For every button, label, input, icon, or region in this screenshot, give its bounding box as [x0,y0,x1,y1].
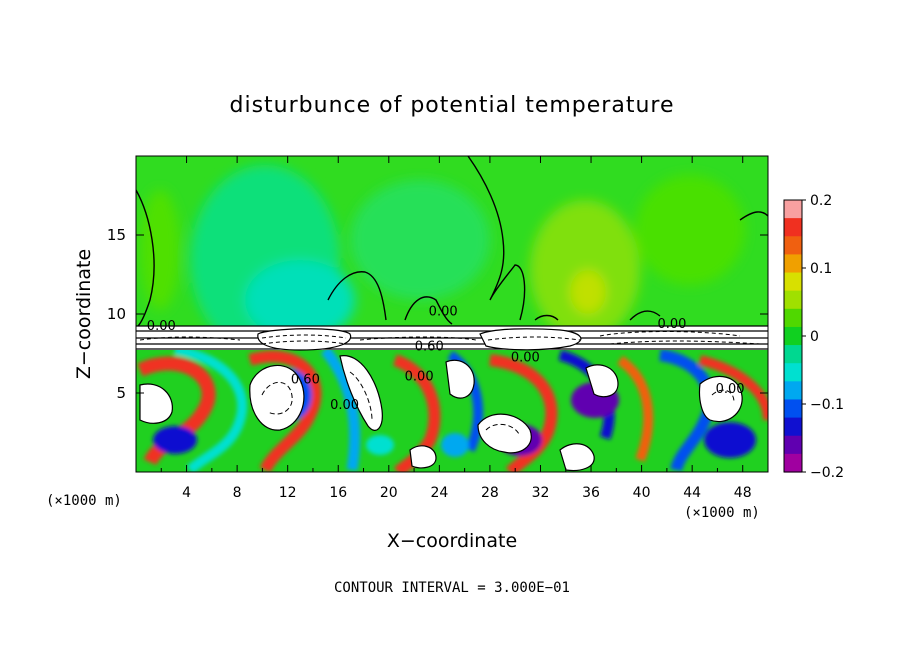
colorbar-tick-label: 0 [810,329,819,345]
x-tick-label: 12 [279,485,297,501]
colorbar-swatch [784,272,802,292]
contour-label: 0.00 [330,398,359,413]
inversion-band [136,325,768,351]
x-tick-label: 24 [430,485,448,501]
colorbar-swatch [784,435,802,455]
colorbar-swatch [784,200,802,219]
x-tick-label: 28 [481,485,499,501]
y-tick-label: 5 [116,384,126,402]
x-unit-left: (×1000 m) [46,493,122,509]
contour-label: 0.00 [511,350,540,365]
x-axis-label: X−coordinate [387,530,517,552]
contour-label: 0.00 [429,305,458,320]
colorbar-swatch [784,345,802,364]
chart-title: disturbunce of potential temperature [230,93,675,118]
upper-contours [136,156,768,327]
colorbar-swatch [784,363,802,382]
colorbar-swatch [784,236,802,255]
colorbar-tick-label: −0.1 [810,397,844,413]
contour-label: 0.60 [291,373,320,388]
plot-area: 0.00 0.00 0.00 0.60 0.00 0.60 0.00 0.00 0.00 [136,156,768,472]
x-tick-label: 32 [532,485,550,501]
colorbar-swatch [784,453,802,473]
colorbar-swatch [784,417,802,437]
contour-label: 0.00 [716,382,745,397]
colorbar-swatch [784,290,802,310]
colorbar-swatch [784,326,802,346]
contour-label: 0.60 [415,339,444,354]
colorbar-swatch [784,218,802,237]
x-tick-label: 40 [633,485,651,501]
x-tick-label: 20 [380,485,398,501]
contour-labels: 0.00 0.00 0.00 0.60 0.00 0.60 0.00 0.00 0.00 [147,305,745,413]
x-unit-right: (×1000 m) [684,505,760,521]
colorbar-swatch [784,399,802,419]
y-tick-label: 15 [107,226,126,244]
x-tick-label: 4 [182,485,191,501]
y-axis-ticks: 5 10 15 [107,226,768,402]
x-axis-ticks: 4 8 12 16 20 24 28 32 36 40 44 48 [160,156,752,501]
colorbar-tick-label: −0.2 [810,465,844,481]
x-tick-label: 44 [683,485,701,501]
x-tick-label: 36 [582,485,600,501]
colorbar-tick-label: 0.1 [810,261,832,277]
x-tick-label: 8 [233,485,242,501]
contour-label: 0.00 [147,319,176,334]
upper-field-shading [140,165,745,355]
lower-dashed-contours [261,371,735,437]
contour-label: 0.00 [657,317,686,332]
y-axis-label: Z−coordinate [73,249,95,379]
contour-interval-footer: CONTOUR INTERVAL = 3.000E−01 [334,580,570,596]
colorbar-ticks: 0.2 0.1 0 −0.1 −0.2 [802,193,844,481]
colorbar-swatch [784,308,802,328]
colorbar-swatch [784,254,802,274]
colorbar-swatch [784,381,802,401]
x-tick-label: 48 [734,485,752,501]
lower-white-cells [139,355,743,472]
colorbar [783,199,803,473]
y-tick-label: 10 [107,305,126,323]
colorbar-tick-label: 0.2 [810,193,832,209]
x-tick-label: 16 [329,485,347,501]
contour-label: 0.00 [405,369,434,384]
